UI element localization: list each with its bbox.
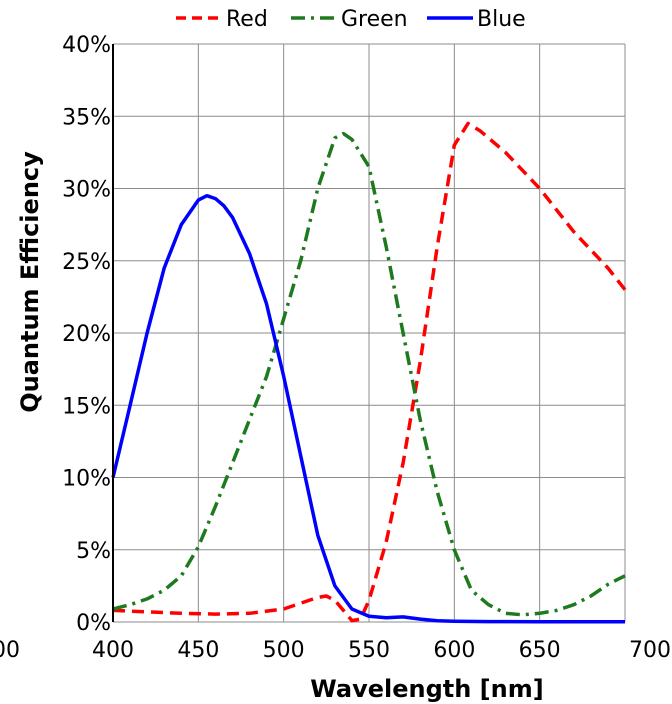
y-tick-label-20: 20% bbox=[62, 322, 111, 347]
x-axis-title: Wavelength [nm] bbox=[310, 675, 543, 703]
x-tick-label-600: 600 bbox=[433, 638, 475, 663]
x-tick-labels: 400 450 500 550 600 650 700 bbox=[92, 638, 671, 663]
series-line-blue bbox=[111, 193, 625, 624]
legend-label-blue: Blue bbox=[477, 7, 526, 32]
y-tick-label-10: 10% bbox=[62, 467, 111, 492]
legend: Red Green Blue bbox=[176, 7, 526, 32]
series-line-red bbox=[112, 121, 627, 623]
y-tick-label-35: 35% bbox=[62, 105, 111, 130]
y-axis-title: Quantum Efficiency bbox=[16, 151, 44, 413]
legend-label-red: Red bbox=[226, 7, 268, 32]
x-tick-label-400: 400 bbox=[92, 638, 134, 663]
grid bbox=[113, 43, 626, 623]
x-tick-label-450: 450 bbox=[177, 638, 219, 663]
y-tick-label-25: 25% bbox=[62, 250, 111, 275]
y-tick-label-15: 15% bbox=[62, 394, 111, 419]
y-tick-labels: 0% 5% 10% 15% 20% 25% 30% 35% 40% bbox=[62, 33, 111, 636]
y-tick-label-5: 5% bbox=[76, 539, 111, 564]
extra-left-tick-label: 00 bbox=[0, 638, 20, 663]
x-tick-label-700: 700 bbox=[629, 638, 671, 663]
series-line-green bbox=[112, 131, 626, 617]
legend-label-green: Green bbox=[341, 7, 408, 32]
series-lines bbox=[111, 121, 627, 624]
x-tick-label-650: 650 bbox=[519, 638, 561, 663]
x-tick-label-550: 550 bbox=[348, 638, 390, 663]
y-tick-label-40: 40% bbox=[62, 33, 111, 58]
y-tick-label-30: 30% bbox=[62, 178, 111, 203]
y-tick-label-0: 0% bbox=[76, 611, 111, 636]
x-tick-label-500: 500 bbox=[263, 638, 305, 663]
